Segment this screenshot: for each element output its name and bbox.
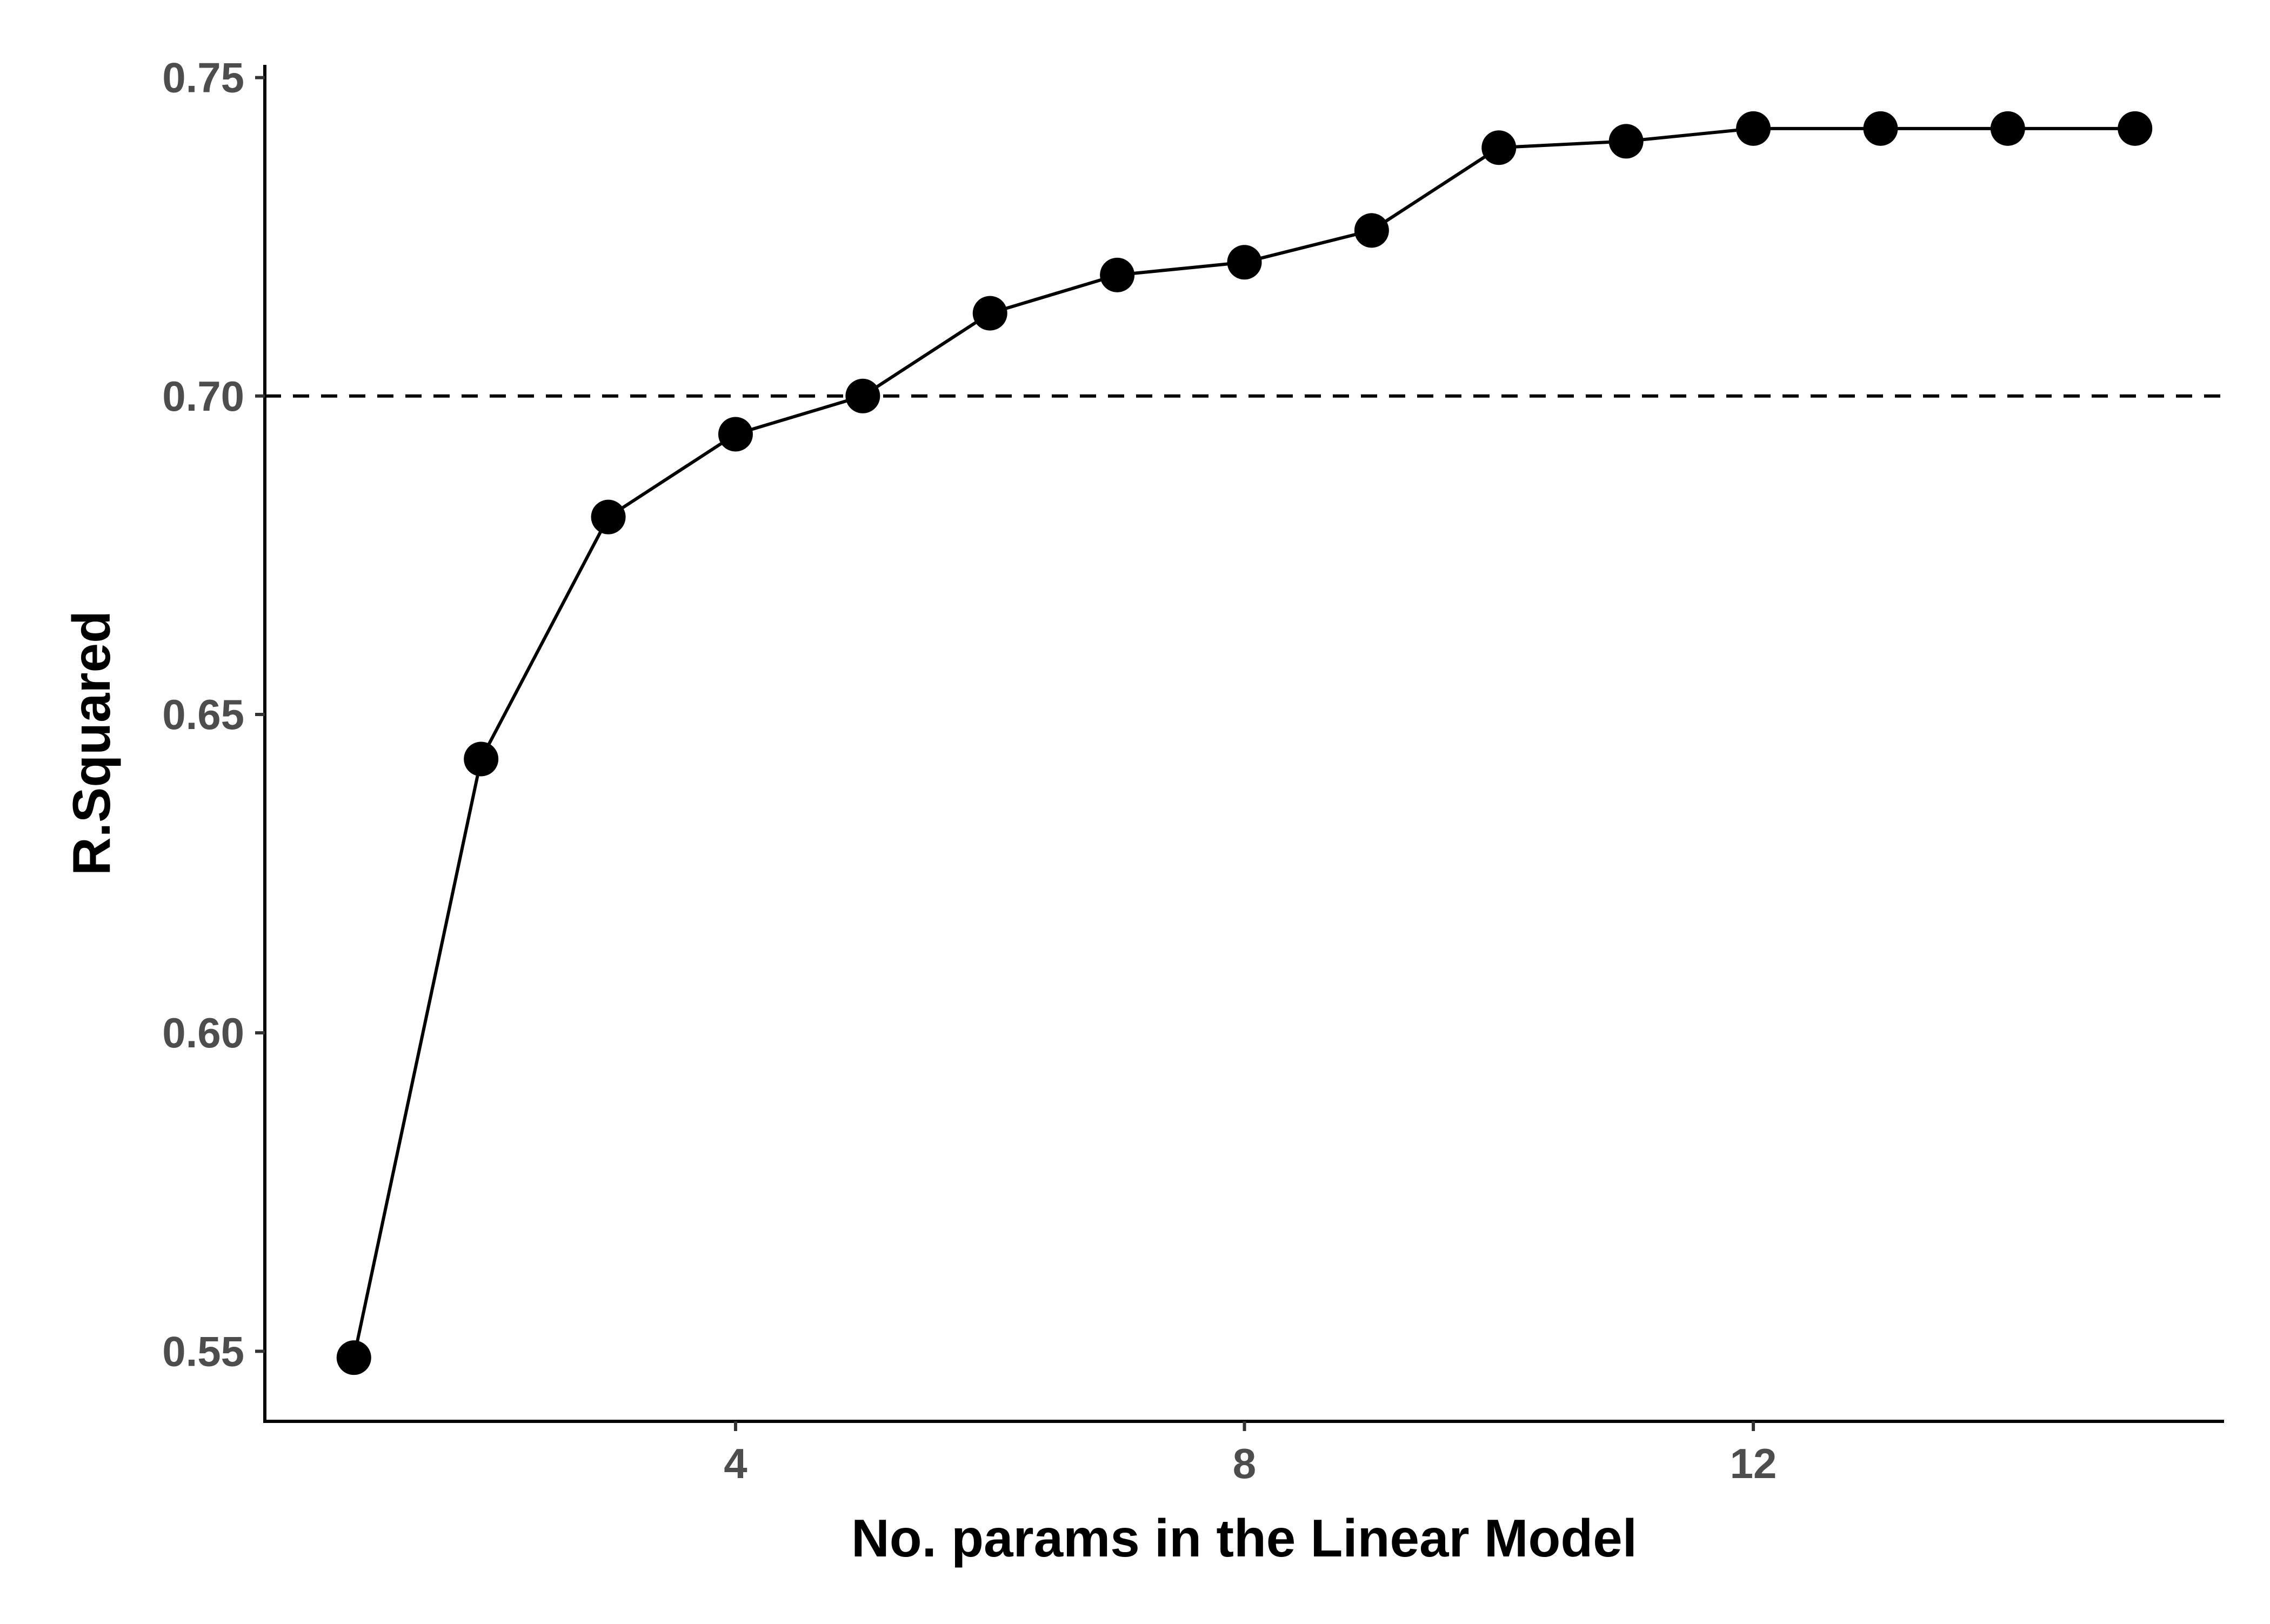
x-tick-label: 12 bbox=[1730, 1440, 1777, 1487]
data-point bbox=[1100, 257, 1135, 292]
data-point bbox=[1863, 111, 1898, 146]
data-point bbox=[2118, 111, 2153, 146]
x-tick-label: 4 bbox=[724, 1440, 747, 1487]
data-point bbox=[464, 741, 499, 777]
y-axis-title: R.Squared bbox=[62, 611, 121, 876]
series-layer bbox=[336, 111, 2153, 1375]
data-point bbox=[1481, 130, 1517, 165]
data-point bbox=[1990, 111, 2025, 146]
y-tick-label: 0.65 bbox=[162, 691, 244, 738]
data-point bbox=[1354, 213, 1389, 248]
y-tick-label: 0.75 bbox=[162, 54, 244, 102]
data-point bbox=[845, 378, 880, 413]
x-tick-label: 8 bbox=[1233, 1440, 1256, 1487]
y-tick-label: 0.70 bbox=[162, 372, 244, 420]
series-line bbox=[352, 126, 2135, 1358]
data-point bbox=[591, 499, 626, 534]
data-point bbox=[1608, 124, 1644, 159]
data-point bbox=[1736, 111, 1771, 146]
x-axis-title: No. params in the Linear Model bbox=[851, 1508, 1637, 1568]
x-ticks: 4 8 12 bbox=[724, 1421, 1777, 1487]
data-point bbox=[972, 296, 1007, 331]
y-tick-label: 0.60 bbox=[162, 1009, 244, 1057]
y-ticks: 0.55 0.60 0.65 0.70 0.75 bbox=[162, 54, 265, 1375]
y-tick-label: 0.55 bbox=[162, 1327, 244, 1375]
data-point bbox=[1227, 245, 1262, 280]
data-point bbox=[718, 417, 753, 452]
data-point bbox=[336, 1340, 371, 1375]
